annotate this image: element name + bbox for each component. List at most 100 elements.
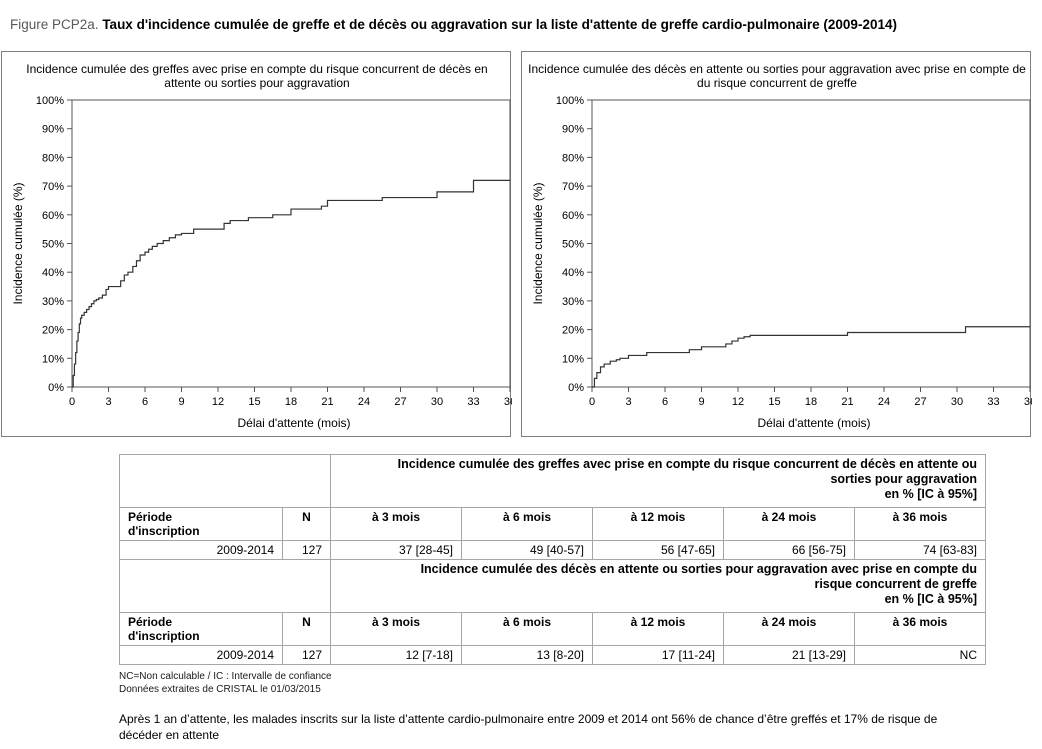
x-tick-label: 18 (285, 396, 297, 408)
x-tick-label: 21 (321, 396, 333, 408)
table1-col-periode: Période d'inscription (119, 507, 283, 541)
table1-header-row: Incidence cumulée des greffes avec prise… (119, 454, 986, 508)
x-tick-label: 30 (951, 396, 963, 408)
table1-header-line3: en % [IC à 95%] (884, 487, 977, 501)
table1-header-line1: Incidence cumulée des greffes avec prise… (397, 457, 977, 471)
y-tick-label: 20% (42, 325, 64, 337)
y-tick-label: 90% (562, 124, 584, 136)
x-tick-label: 24 (358, 396, 370, 408)
x-tick-label: 24 (878, 396, 890, 408)
note-legend: NC=Non calculable / IC : Intervalle de c… (119, 671, 332, 682)
chart-title-line1: Incidence cumulée des greffes avec prise… (26, 62, 487, 76)
x-tick-label: 36 (1024, 396, 1032, 408)
x-tick-label: 15 (248, 396, 260, 408)
table2-col-periode: Période d'inscription (119, 612, 283, 646)
table2-data-row: 2009-2014 127 12 [7-18] 13 [8-20] 17 [11… (119, 645, 986, 665)
table1-periode: 2009-2014 (119, 540, 283, 560)
y-tick-label: 50% (42, 239, 64, 251)
y-tick-label: 100% (556, 95, 584, 107)
table1-header-line2: sorties pour aggravation (830, 472, 977, 486)
results-table: Incidence cumulée des greffes avec prise… (119, 454, 986, 665)
figure-title: Figure PCP2a. Taux d'incidence cumulée d… (10, 17, 897, 32)
x-tick-label: 6 (142, 396, 148, 408)
table1-col-3m: à 3 mois (330, 507, 462, 541)
chart-transplant: Incidence cumulée des greffes avec prise… (11, 62, 512, 430)
table1-val-36m: 74 [63-83] (854, 540, 986, 560)
table1-col-periode-2: d'inscription (128, 524, 200, 538)
table2-header-line3: en % [IC à 95%] (884, 592, 977, 606)
y-tick-label: 70% (562, 181, 584, 193)
table2-header-line1: Incidence cumulée des décès en attente o… (420, 562, 977, 576)
x-tick-label: 18 (805, 396, 817, 408)
table2-val-36m: NC (854, 645, 986, 665)
table2-header-line2: risque concurrent de greffe (814, 577, 977, 591)
table2-val-6m: 13 [8-20] (461, 645, 593, 665)
table2-header: Incidence cumulée des décès en attente o… (330, 559, 986, 613)
x-tick-label: 9 (178, 396, 184, 408)
figure-title-text: Taux d'incidence cumulée de greffe et de… (102, 17, 897, 32)
x-tick-label: 9 (698, 396, 704, 408)
y-tick-label: 0% (568, 382, 584, 394)
x-tick-label: 15 (768, 396, 780, 408)
y-tick-label: 80% (42, 152, 64, 164)
x-tick-label: 33 (467, 396, 479, 408)
table2-n: 127 (282, 645, 331, 665)
plot-area (591, 99, 1031, 388)
y-tick-label: 90% (42, 124, 64, 136)
table2-col-n: N (282, 612, 331, 646)
table2-header-row: Incidence cumulée des décès en attente o… (119, 559, 986, 613)
x-tick-label: 36 (504, 396, 512, 408)
table2-col-6m: à 6 mois (461, 612, 593, 646)
chart-panel-death: Incidence cumulée des décès en attente o… (521, 51, 1032, 437)
results-table-wrap: Incidence cumulée des greffes avec prise… (119, 454, 986, 665)
x-tick-label: 30 (431, 396, 443, 408)
table2-val-3m: 12 [7-18] (330, 645, 462, 665)
series-line-0 (72, 179, 510, 388)
chart-title-line2: du risque concurrent de greffe (697, 76, 857, 90)
table1-col-row: Période d'inscription N à 3 mois à 6 moi… (119, 507, 986, 541)
table1-col-24m: à 24 mois (723, 507, 855, 541)
y-axis-label: Incidence cumulée (%) (531, 182, 545, 304)
x-tick-label: 3 (625, 396, 631, 408)
table2-col-periode-2: d'inscription (128, 629, 200, 643)
table1-col-36m: à 36 mois (854, 507, 986, 541)
y-tick-label: 30% (562, 296, 584, 308)
table2-header-blank (119, 559, 331, 613)
x-tick-label: 33 (987, 396, 999, 408)
x-tick-label: 6 (662, 396, 668, 408)
x-tick-label: 21 (841, 396, 853, 408)
y-tick-label: 100% (36, 95, 64, 107)
table1-val-24m: 66 [56-75] (723, 540, 855, 560)
x-tick-label: 12 (732, 396, 744, 408)
x-tick-label: 0 (69, 396, 75, 408)
note-source: Données extraites de CRISTAL le 01/03/20… (119, 684, 321, 695)
figure-label: Figure PCP2a. (10, 17, 99, 32)
table2-val-24m: 21 [13-29] (723, 645, 855, 665)
y-tick-label: 40% (42, 267, 64, 279)
y-tick-label: 30% (42, 296, 64, 308)
y-tick-label: 50% (562, 239, 584, 251)
table1-n: 127 (282, 540, 331, 560)
table1-col-12m: à 12 mois (592, 507, 724, 541)
table2-col-row: Période d'inscription N à 3 mois à 6 moi… (119, 612, 986, 646)
y-tick-label: 10% (562, 353, 584, 365)
chart-panel-transplant: Incidence cumulée des greffes avec prise… (1, 51, 512, 437)
x-axis-label: Délai d'attente (mois) (237, 416, 350, 430)
chart-title-line1: Incidence cumulée des décès en attente o… (528, 62, 1026, 76)
table1-val-12m: 56 [47-65] (592, 540, 724, 560)
table1-col-6m: à 6 mois (461, 507, 593, 541)
y-tick-label: 80% (562, 152, 584, 164)
table2-periode: 2009-2014 (119, 645, 283, 665)
y-tick-label: 60% (42, 210, 64, 222)
table1-header: Incidence cumulée des greffes avec prise… (330, 454, 986, 508)
chart-death: Incidence cumulée des décès en attente o… (528, 62, 1032, 430)
table2-col-12m: à 12 mois (592, 612, 724, 646)
y-tick-label: 20% (562, 325, 584, 337)
y-tick-label: 40% (562, 267, 584, 279)
table2-val-12m: 17 [11-24] (592, 645, 724, 665)
table1-val-6m: 49 [40-57] (461, 540, 593, 560)
x-tick-label: 3 (105, 396, 111, 408)
x-tick-label: 12 (212, 396, 224, 408)
x-axis-label: Délai d'attente (mois) (757, 416, 870, 430)
table2-col-36m: à 36 mois (854, 612, 986, 646)
